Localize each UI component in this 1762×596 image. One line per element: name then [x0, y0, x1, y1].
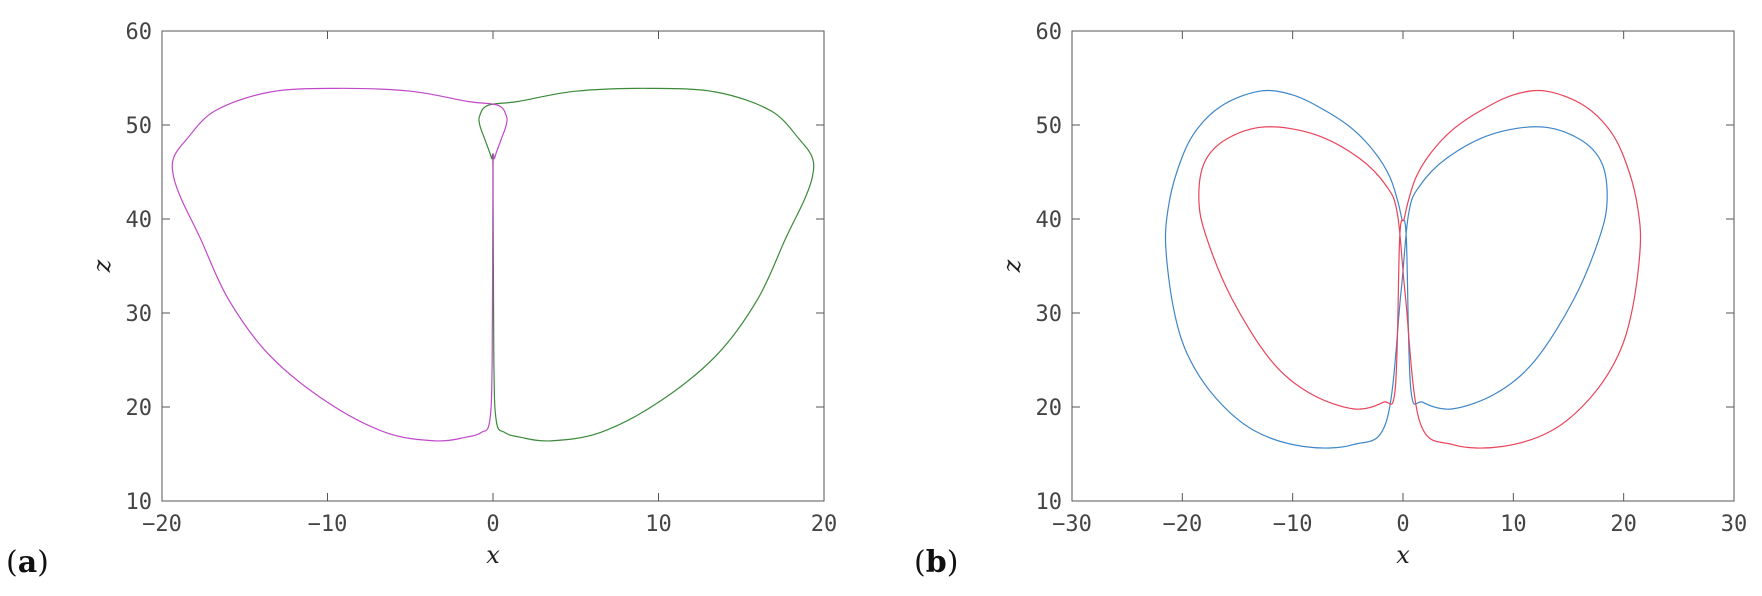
panel-a-xtick-label: −20: [142, 512, 182, 537]
panel-b-series-line-1: [1164, 89, 1608, 449]
panel-a-ytick-label: 10: [126, 490, 153, 515]
panel-b-ticks: −30 −20 −10 0 10 20 30 10 20 30 40 50 60: [1036, 20, 1748, 537]
panel-b-ytick-label: 30: [1036, 302, 1063, 327]
panel-b-ytick-label: 60: [1036, 20, 1063, 45]
panel-b-xtick-label: 0: [1396, 512, 1409, 537]
panel-b-ytick-label: 40: [1036, 208, 1063, 233]
panel-a-xtick-label: 10: [645, 512, 672, 537]
panel-b-xtick-label: −20: [1162, 512, 1202, 537]
panel-b-label: (b): [914, 545, 958, 580]
panel-a-ticks: −20 −10 0 10 20 10 20 30 40 50 60: [126, 20, 838, 537]
panel-b-ylabel: z: [998, 259, 1026, 273]
panel-b-ytick-label: 50: [1036, 114, 1063, 139]
panel-a-series-line-2: [171, 87, 508, 442]
panel-a-plot: −20 −10 0 10 20 10 20 30 40 50 60 x z (a): [6, 20, 837, 580]
panel-a-xtick-label: 0: [486, 512, 499, 537]
panel-a-xlabel: x: [486, 541, 500, 569]
panel-b-series-line-2: [1198, 89, 1642, 449]
panel-b-curves: [1164, 89, 1642, 449]
panel-b-xlabel: x: [1396, 541, 1410, 569]
panel-a-xtick-label: 20: [811, 512, 838, 537]
panel-b-xtick-label: −30: [1052, 512, 1092, 537]
panel-b-xtick-label: 20: [1610, 512, 1637, 537]
panel-a-ytick-label: 30: [126, 302, 153, 327]
panel-a-ytick-label: 60: [126, 20, 153, 45]
panel-a-xtick-label: −10: [308, 512, 348, 537]
panel-b-ytick-label: 20: [1036, 396, 1063, 421]
panel-b-xtick-label: 10: [1500, 512, 1527, 537]
panel-a-ytick-label: 20: [126, 396, 153, 421]
panel-a-ylabel: z: [88, 259, 116, 273]
panel-a-series-line-1: [478, 87, 815, 442]
panel-a-ytick-label: 50: [126, 114, 153, 139]
panel-b-ytick-label: 10: [1036, 490, 1063, 515]
panel-b-plot: −30 −20 −10 0 10 20 30 10 20 30 40 50 60 x z (b): [914, 20, 1747, 580]
panel-a-label: (a): [6, 545, 49, 580]
panel-a-curves: [171, 87, 815, 442]
panel-b-xtick-label: 30: [1721, 512, 1748, 537]
panel-b-xtick-label: −10: [1273, 512, 1313, 537]
panel-a-ytick-label: 40: [126, 208, 153, 233]
